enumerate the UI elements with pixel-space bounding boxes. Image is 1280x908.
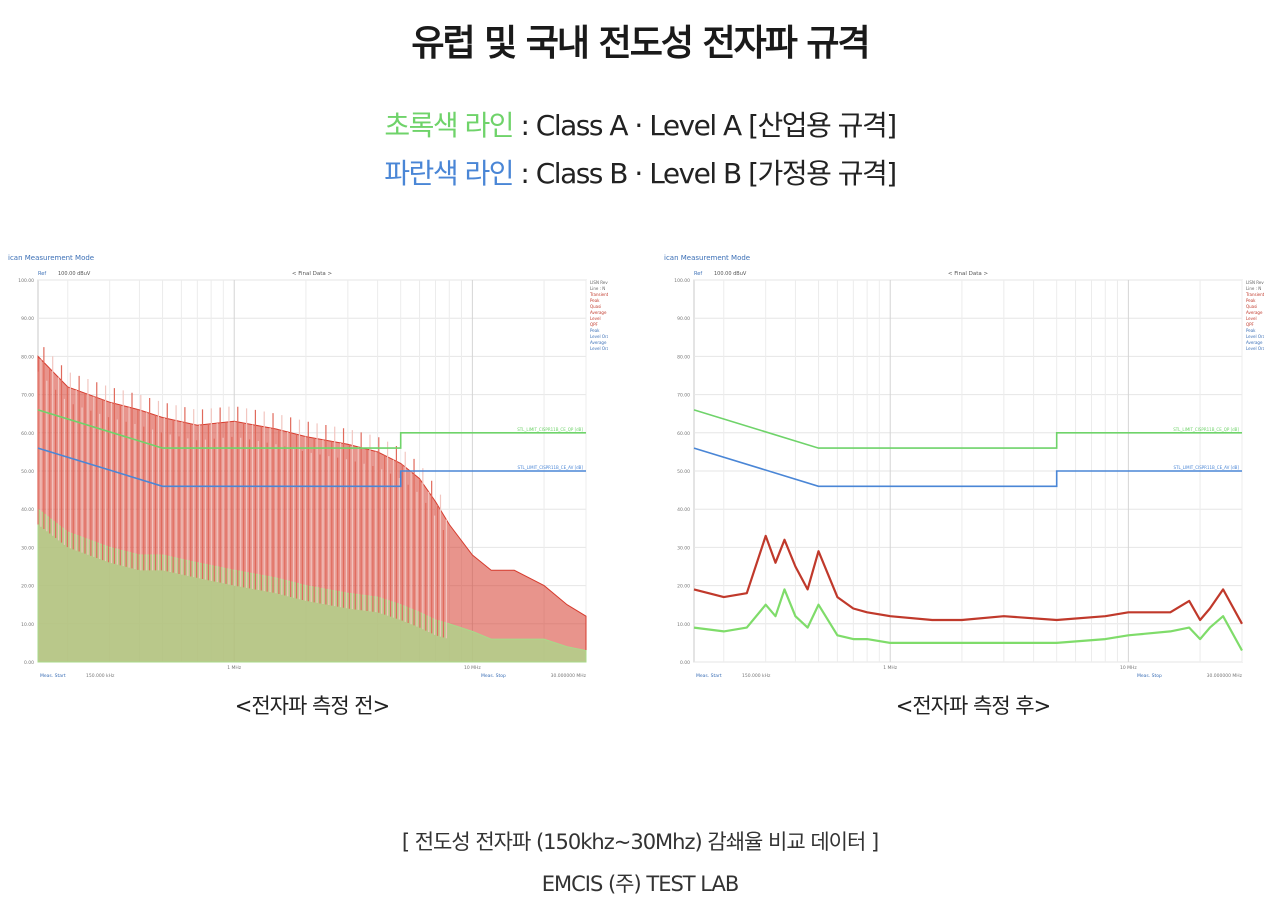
- side-legend-item: Peak: [1246, 328, 1256, 333]
- x-tick-label: 10 MHz: [1120, 665, 1137, 671]
- y-tick-label: 60.00: [677, 431, 690, 437]
- side-legend-item: Line : N: [1246, 286, 1261, 291]
- side-legend-item: Average: [590, 340, 607, 345]
- y-tick-label: 40.00: [677, 507, 690, 513]
- y-tick-label: 10.00: [21, 622, 34, 628]
- y-tick-label: 20.00: [677, 584, 690, 590]
- side-legend-item: Average: [1246, 340, 1263, 345]
- side-legend-item: Peak: [590, 328, 600, 333]
- side-legend-item: Level: [590, 316, 601, 321]
- meas-stop-label: Meas. Stop: [1137, 673, 1162, 679]
- meas-start-label: Meas. Start: [40, 673, 66, 679]
- y-tick-label: 90.00: [677, 316, 690, 322]
- mode-label: ican Measurement Mode: [8, 254, 94, 262]
- side-legend-item: LISN Rev-1: [1246, 280, 1264, 285]
- legend-class-b: 파란색 라인 : Class B · Level B [가정용 규격]: [0, 152, 1280, 192]
- y-tick-label: 80.00: [677, 354, 690, 360]
- ref-label: Ref: [694, 271, 702, 277]
- x-tick-label: 1 MHz: [227, 665, 242, 671]
- final-data-label: < Final Data >: [292, 271, 333, 277]
- ref-value: 100.00 dBuV: [714, 271, 747, 277]
- side-legend-item: Quasi: [590, 304, 601, 309]
- final-data-label: < Final Data >: [948, 271, 989, 277]
- y-tick-label: 10.00: [677, 622, 690, 628]
- mode-label: ican Measurement Mode: [664, 254, 750, 262]
- legend-green-label: 초록색 라인: [384, 109, 514, 142]
- limit-line-class-a: [37, 409, 586, 449]
- y-tick-label: 30.00: [677, 545, 690, 551]
- legend-blue-label: 파란색 라인: [384, 157, 514, 190]
- y-tick-label: 0.00: [24, 660, 34, 666]
- emi-chart-before: ican Measurement Mode Ref 100.00 dBuV < Fin…: [8, 254, 608, 679]
- y-tick-label: 30.00: [21, 545, 34, 551]
- meas-start-value: 150.000 kHz: [86, 673, 115, 679]
- caption-before: <전자파 측정 전>: [234, 694, 390, 718]
- limit-line-class-a: [693, 409, 1242, 449]
- y-tick-label: 100.00: [674, 278, 690, 284]
- limit-label: STL_LIMIT_CISPR11B_CE_QP [dB]: [1173, 427, 1239, 432]
- ref-value: 100.00 dBuV: [58, 271, 91, 277]
- side-legend-item: Peak: [590, 298, 600, 303]
- side-legend-item: Line : N: [590, 286, 605, 291]
- page-title: 유럽 및 국내 전도성 전자파 규격: [411, 23, 870, 64]
- meas-stop-value: 30.000000 MHz: [1207, 673, 1243, 679]
- side-legend-item: Peak: [1246, 298, 1256, 303]
- side-legend-item: QPF: [590, 322, 599, 327]
- y-tick-label: 70.00: [677, 393, 690, 399]
- caption-after: <전자파 측정 후>: [895, 694, 1051, 718]
- side-legend-item: Quasi: [1246, 304, 1257, 309]
- limit-label: STL_LIMIT_CISPR11B_CE_QP [dB]: [517, 427, 583, 432]
- x-tick-label: 1 MHz: [883, 665, 898, 671]
- y-tick-label: 20.00: [21, 584, 34, 590]
- limit-label: STL_LIMIT_CISPR11B_CE_AV [dB]: [1174, 465, 1240, 470]
- side-legend-item: Transient: [589, 292, 608, 297]
- side-legend-item: LISN Rev-1: [590, 280, 608, 285]
- legend-blue-text: : Class B · Level B [가정용 규격]: [513, 157, 897, 190]
- emission-series-0: [693, 534, 1243, 625]
- side-legend-item: Transient: [1245, 292, 1264, 297]
- y-tick-label: 80.00: [21, 354, 34, 360]
- side-legend-item: Level Ora: [590, 334, 608, 339]
- legend-green-text: : Class A · Level A [산업용 규격]: [513, 109, 897, 142]
- limit-line-class-b: [37, 447, 586, 488]
- footer-description: [ 전도성 전자파 (150khz~30Mhz) 감쇄율 비교 데이터 ]: [401, 830, 879, 854]
- legend-class-a: 초록색 라인 : Class A · Level A [산업용 규격]: [0, 104, 1280, 144]
- emi-chart-after: ican Measurement Mode Ref 100.00 dBuV < Fin…: [664, 254, 1264, 679]
- y-tick-label: 70.00: [21, 393, 34, 399]
- spike-group: [37, 347, 447, 639]
- y-tick-label: 50.00: [677, 469, 690, 475]
- y-tick-label: 0.00: [680, 660, 690, 666]
- y-tick-label: 90.00: [21, 316, 34, 322]
- y-tick-label: 60.00: [21, 431, 34, 437]
- meas-start-value: 150.000 kHz: [742, 673, 771, 679]
- meas-stop-value: 30.000000 MHz: [551, 673, 587, 679]
- ref-label: Ref: [38, 271, 46, 277]
- side-legend-item: Average: [590, 310, 607, 315]
- limit-line-class-b: [693, 447, 1242, 488]
- side-legend-item: Level Ora: [1246, 346, 1264, 351]
- x-tick-label: 10 MHz: [464, 665, 481, 671]
- side-legend-item: Average: [1246, 310, 1263, 315]
- meas-start-label: Meas. Start: [696, 673, 722, 679]
- meas-stop-label: Meas. Stop: [481, 673, 506, 679]
- y-tick-label: 50.00: [21, 469, 34, 475]
- emission-series-1: [693, 588, 1243, 652]
- side-legend-item: Level Ora: [590, 346, 608, 351]
- footer-lab: EMCIS (주) TEST LAB: [541, 872, 740, 896]
- side-legend-item: Level: [1246, 316, 1257, 321]
- side-legend-item: Level Ora: [1246, 334, 1264, 339]
- y-tick-label: 100.00: [18, 278, 34, 284]
- y-tick-label: 40.00: [21, 507, 34, 513]
- limit-label: STL_LIMIT_CISPR11B_CE_AV [dB]: [518, 465, 584, 470]
- side-legend-item: QPF: [1246, 322, 1255, 327]
